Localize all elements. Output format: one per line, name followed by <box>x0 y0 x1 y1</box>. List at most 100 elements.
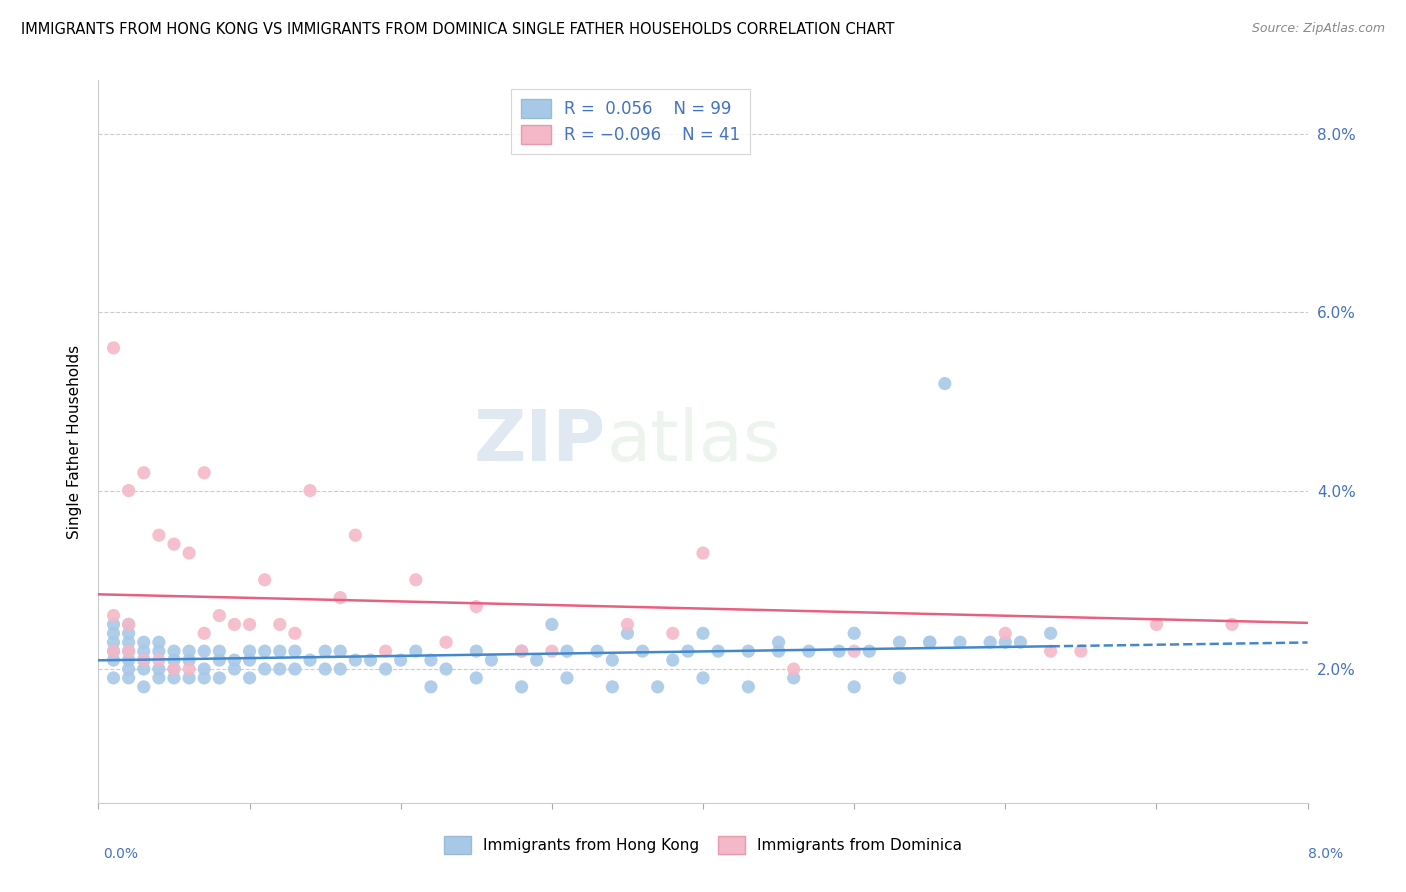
Point <box>179 671 201 685</box>
Point <box>889 635 911 649</box>
Point <box>602 653 624 667</box>
Point <box>103 617 125 632</box>
Point <box>118 483 141 498</box>
Point <box>148 635 170 649</box>
Point <box>602 680 624 694</box>
Point <box>783 671 806 685</box>
Point <box>239 653 262 667</box>
Point <box>163 537 186 551</box>
Point <box>179 653 201 667</box>
Point <box>526 653 548 667</box>
Point <box>783 662 806 676</box>
Text: Source: ZipAtlas.com: Source: ZipAtlas.com <box>1251 22 1385 36</box>
Point <box>510 680 533 694</box>
Point <box>224 617 246 632</box>
Point <box>193 466 215 480</box>
Point <box>979 635 1001 649</box>
Point <box>239 617 262 632</box>
Point <box>737 680 759 694</box>
Point <box>239 671 262 685</box>
Text: 8.0%: 8.0% <box>1308 847 1343 861</box>
Point <box>314 644 336 658</box>
Point <box>434 635 457 649</box>
Point <box>163 662 186 676</box>
Point <box>269 662 291 676</box>
Point <box>208 608 231 623</box>
Point <box>118 626 141 640</box>
Point <box>269 617 291 632</box>
Point <box>586 644 609 658</box>
Point <box>208 644 231 658</box>
Point <box>434 662 457 676</box>
Point <box>224 653 246 667</box>
Point <box>797 644 820 658</box>
Point <box>148 662 170 676</box>
Point <box>631 644 654 658</box>
Point <box>994 635 1017 649</box>
Point <box>193 662 215 676</box>
Point <box>344 653 367 667</box>
Point <box>103 635 125 649</box>
Point <box>329 662 352 676</box>
Point <box>284 644 307 658</box>
Point <box>132 635 155 649</box>
Point <box>163 644 186 658</box>
Point <box>118 644 141 658</box>
Point <box>118 662 141 676</box>
Point <box>103 644 125 658</box>
Point <box>540 644 562 658</box>
Point <box>420 653 443 667</box>
Point <box>179 662 201 676</box>
Point <box>858 644 880 658</box>
Point <box>253 573 276 587</box>
Point <box>103 341 125 355</box>
Point <box>555 644 578 658</box>
Point <box>132 466 155 480</box>
Text: atlas: atlas <box>606 407 780 476</box>
Point <box>103 608 125 623</box>
Point <box>103 653 125 667</box>
Point <box>103 626 125 640</box>
Point <box>208 671 231 685</box>
Y-axis label: Single Father Households: Single Father Households <box>67 344 83 539</box>
Point <box>510 644 533 658</box>
Point <box>132 644 155 658</box>
Point <box>647 680 669 694</box>
Point <box>148 528 170 542</box>
Point <box>465 644 488 658</box>
Text: ZIP: ZIP <box>474 407 606 476</box>
Point <box>1220 617 1243 632</box>
Point <box>994 626 1017 640</box>
Point <box>1010 635 1032 649</box>
Point <box>661 653 683 667</box>
Point <box>481 653 503 667</box>
Point <box>253 644 276 658</box>
Point <box>132 653 155 667</box>
Point <box>844 644 866 658</box>
Point <box>540 617 562 632</box>
Point <box>405 573 427 587</box>
Point <box>737 644 759 658</box>
Point <box>329 644 352 658</box>
Point <box>224 662 246 676</box>
Legend: Immigrants from Hong Kong, Immigrants from Dominica: Immigrants from Hong Kong, Immigrants fr… <box>437 830 969 860</box>
Point <box>374 662 396 676</box>
Point <box>118 671 141 685</box>
Point <box>389 653 412 667</box>
Point <box>299 653 322 667</box>
Point <box>344 528 367 542</box>
Point <box>132 662 155 676</box>
Point <box>163 653 186 667</box>
Point <box>148 671 170 685</box>
Point <box>918 635 941 649</box>
Point <box>299 483 322 498</box>
Point <box>269 644 291 658</box>
Point <box>118 644 141 658</box>
Point <box>692 546 714 560</box>
Point <box>889 671 911 685</box>
Point <box>118 653 141 667</box>
Point <box>193 626 215 640</box>
Text: 0.0%: 0.0% <box>103 847 138 861</box>
Point <box>253 662 276 676</box>
Point <box>314 662 336 676</box>
